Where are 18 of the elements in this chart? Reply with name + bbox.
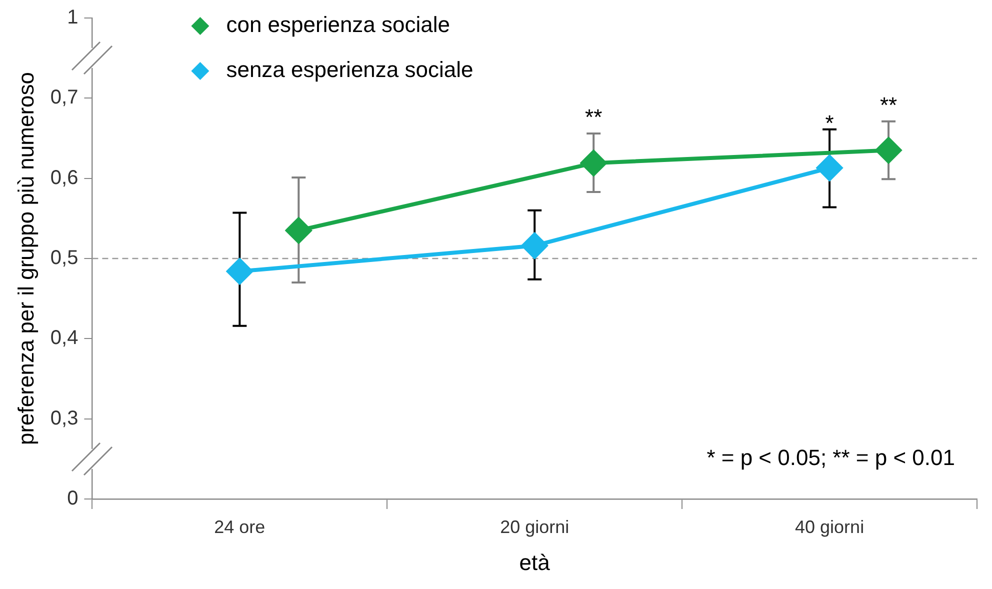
y-tick-label: 0,4 <box>50 327 78 350</box>
annotation: ** <box>585 104 603 130</box>
y-axis-title: preferenza per il gruppo più numeroso <box>13 72 38 446</box>
annotation: * <box>825 110 834 136</box>
x-tick-label: 20 giorni <box>500 516 570 537</box>
y-tick-label: 0,5 <box>50 247 78 270</box>
annotation: ** <box>880 92 898 118</box>
y-tick-label: 0,6 <box>50 166 78 189</box>
x-axis-title: età <box>519 550 551 575</box>
legend-label: senza esperienza sociale <box>226 57 474 82</box>
y-tick-label: 0 <box>67 488 78 510</box>
annotation: * = p < 0.05; ** = p < 0.01 <box>706 445 955 470</box>
x-tick-label: 24 ore <box>214 516 266 537</box>
y-tick-label: 0,7 <box>50 86 78 109</box>
legend-label: con esperienza sociale <box>226 12 450 38</box>
x-tick-label: 40 giorni <box>795 516 864 537</box>
y-tick-label: 1 <box>67 6 78 29</box>
y-tick-label: 0,3 <box>50 407 78 430</box>
